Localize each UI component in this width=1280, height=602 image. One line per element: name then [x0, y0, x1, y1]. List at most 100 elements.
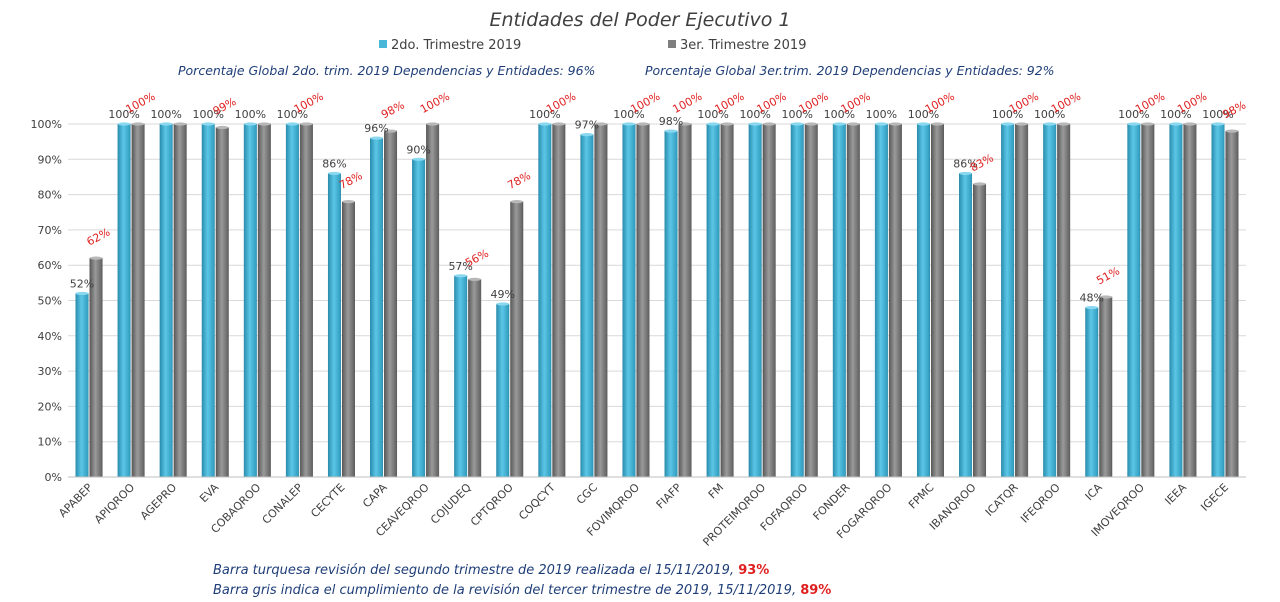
- bar-q3: [720, 123, 734, 478]
- legend: 2do. Trimestre 2019 3er. Trimestre 2019: [379, 38, 806, 53]
- note-line-1: Barra turquesa revisión del segundo trim…: [213, 563, 769, 578]
- bar-q3-top: [552, 122, 566, 126]
- data-label-q2: 100%: [908, 108, 939, 121]
- bar-q3: [173, 123, 187, 478]
- x-tick-label: AGEPRO: [138, 481, 180, 523]
- bar-q2: [159, 123, 173, 478]
- y-tick-label: 60%: [38, 259, 62, 272]
- data-label-q2: 100%: [1202, 108, 1233, 121]
- bar-q2-top: [1043, 122, 1056, 126]
- data-label-q2: 57%: [448, 260, 472, 273]
- y-tick-label: 100%: [31, 118, 62, 131]
- x-tick-label: CGC: [574, 481, 600, 507]
- y-axis: 0% 10% 20% 30% 40% 50% 60% 70% 80% 90% 100%: [31, 118, 62, 484]
- bar-q3-top: [1141, 122, 1155, 126]
- data-label-q2: 100%: [277, 108, 308, 121]
- y-tick-label: 10%: [38, 436, 62, 449]
- bar-q2-top: [1001, 122, 1014, 126]
- x-tick-label: APABEP: [56, 481, 95, 520]
- chart-title: Entidades del Poder Ejecutivo 1: [489, 9, 790, 31]
- bar-q2-top: [286, 122, 299, 126]
- bar-q2-top: [1085, 305, 1098, 310]
- data-label-q2: 100%: [150, 108, 181, 121]
- x-tick-label: APIQROO: [92, 481, 138, 527]
- bar-q2: [454, 275, 468, 478]
- data-label-q3: 100%: [292, 90, 326, 116]
- bar-q3-top: [1225, 129, 1239, 133]
- data-label-q2: 100%: [782, 108, 813, 121]
- legend-label-q2: 2do. Trimestre 2019: [391, 38, 521, 53]
- x-tick-label: IGECE: [1198, 481, 1231, 514]
- bar-q3: [1057, 123, 1071, 478]
- bar-q2-top: [370, 136, 383, 140]
- x-tick-label: ICA: [1083, 481, 1106, 504]
- x-tick-label: ICATQR: [983, 481, 1021, 519]
- data-label-q3: 51%: [1094, 264, 1122, 287]
- bar-q3: [888, 123, 902, 478]
- bar-q2-top: [412, 157, 425, 161]
- bar-q3: [678, 123, 692, 478]
- bars: [75, 122, 1239, 478]
- data-label-q2: 100%: [529, 108, 560, 121]
- bar-q3: [930, 123, 944, 478]
- data-label-q2: 100%: [193, 108, 224, 121]
- bar-q2-top: [244, 122, 257, 126]
- x-tick-label: FONDER: [811, 481, 853, 523]
- x-tick-label: COQCYT: [516, 481, 558, 523]
- y-tick-label: 40%: [38, 330, 62, 343]
- bar-q2: [959, 173, 973, 478]
- bar-q3: [257, 123, 271, 478]
- bar-q2: [243, 123, 257, 478]
- data-label-q3: 100%: [923, 90, 957, 116]
- bar-q3-top: [468, 277, 481, 281]
- data-label-q3: 100%: [418, 90, 452, 116]
- bar-q2-top: [580, 132, 594, 137]
- bar-q3-top: [300, 122, 313, 126]
- bar-q2-top: [538, 122, 552, 126]
- bar-q3-top: [1057, 122, 1070, 126]
- data-label-q2: 100%: [992, 108, 1023, 121]
- x-tick-label: EVA: [197, 481, 222, 506]
- bar-q2-top: [454, 274, 467, 278]
- x-tick-label: FM: [706, 481, 726, 501]
- global-percentage-q3: Porcentaje Global 3er.trim. 2019 Depende…: [645, 63, 1055, 78]
- bar-q3-top: [1099, 295, 1112, 299]
- bar-q2: [916, 123, 930, 478]
- y-tick-label: 80%: [38, 189, 62, 202]
- bar-q3-top: [678, 122, 692, 126]
- bar-q3-top: [931, 122, 944, 126]
- bar-q2-top: [75, 291, 89, 296]
- data-label-q3: 100%: [628, 90, 662, 116]
- bar-q3-top: [216, 125, 229, 130]
- bar-q3: [510, 201, 524, 478]
- bar-q2-top: [875, 122, 888, 126]
- bar-q2: [1211, 123, 1225, 478]
- bar-q3: [299, 123, 313, 478]
- note-line-1-value: 93%: [738, 563, 769, 578]
- bar-q2: [538, 123, 552, 478]
- bar-q3-top: [762, 122, 776, 126]
- note-line-2-value: 89%: [800, 583, 831, 598]
- bar-q2: [790, 123, 804, 478]
- bar-q2-top: [791, 122, 804, 126]
- data-label-q2: 48%: [1080, 292, 1104, 305]
- bar-q3: [426, 123, 440, 478]
- data-label-q3: 98%: [1220, 98, 1248, 121]
- data-label-q2: 100%: [108, 108, 139, 121]
- bar-q3: [636, 123, 650, 478]
- x-tick-label: FIAFP: [654, 481, 685, 512]
- bar-q3: [1099, 296, 1113, 478]
- bar-q3-top: [384, 129, 397, 133]
- bar-q2-top: [117, 122, 131, 126]
- bar-q3: [131, 123, 145, 478]
- bar-q2-top: [917, 122, 930, 126]
- bar-q3: [594, 123, 608, 478]
- bar-q2: [832, 123, 846, 478]
- legend-label-q3: 3er. Trimestre 2019: [680, 38, 806, 53]
- data-label-q2: 98%: [659, 115, 683, 128]
- bar-q3: [215, 127, 229, 478]
- bar-q2-top: [622, 122, 636, 126]
- x-tick-label: CPTQROO: [468, 481, 516, 529]
- bar-q3: [384, 130, 398, 478]
- data-label-q3: 56%: [463, 247, 491, 270]
